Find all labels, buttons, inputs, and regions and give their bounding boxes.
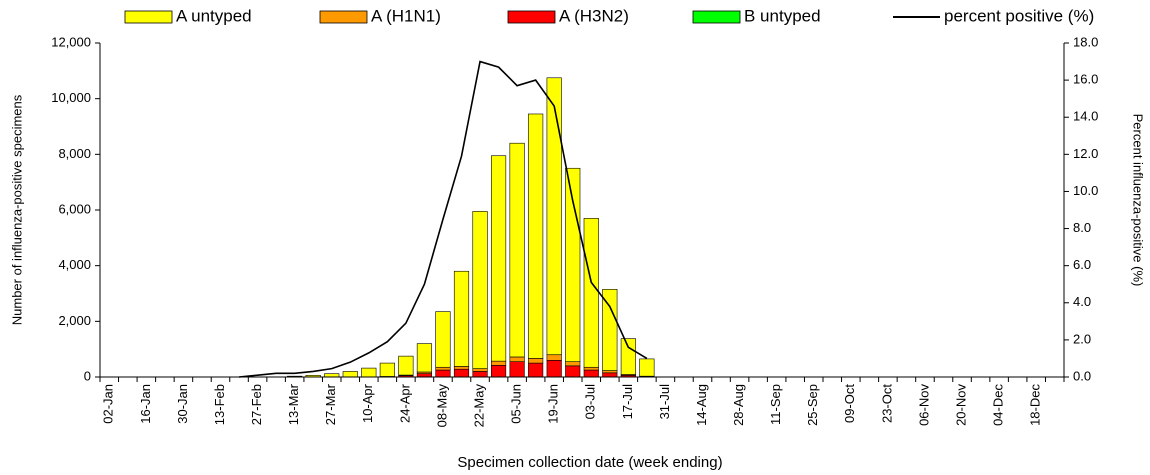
x-tick-label: 03-Jul [583,384,598,420]
bar-segment [453,366,470,370]
x-tick-label: 22-May [471,384,486,428]
bar-segment [435,366,451,371]
x-tick-label: 09-Oct [842,384,857,423]
y2-tick-label: 12.0 [1073,146,1098,161]
x-tick-label: 31-Jul [657,384,672,420]
line-series [238,60,648,378]
x-tick-label: 19-Jun [546,384,561,424]
x-tick-label: 10-Apr [360,383,375,423]
x-tick-label: 27-Feb [249,384,264,425]
bar-segment [546,354,562,361]
legend-swatch [507,10,556,24]
bar-segment [416,343,432,373]
x-tick-label: 13-Mar [286,383,301,425]
bar-segment [453,368,470,378]
y2-axis-title: Percent influenza-positive (%) [1131,114,1146,287]
y2-tick-label: 18.0 [1073,34,1098,49]
bar-segment [528,362,544,378]
x-tick-label: 06-Nov [916,384,931,426]
x-tick-label: 23-Oct [879,384,894,423]
bar-segment [416,373,432,378]
x-tick-label: 11-Sep [768,384,783,425]
bar-segment [398,355,414,376]
bar-segment [583,218,599,368]
bar-segment [361,367,377,378]
x-tick-label: 30-Jan [175,384,190,424]
y-tick-label: 0 [84,368,91,383]
bar-segment [435,369,451,378]
bar-segment [639,358,655,377]
bar-segment [583,369,599,378]
bar-segment [509,142,525,358]
legend-label: percent positive (%) [944,6,1094,25]
bar-segment [602,372,618,378]
x-tick-label: 05-Jun [509,384,524,424]
legend-label: A (H3N2) [559,6,629,25]
legend-label: A (H1N1) [371,6,441,25]
x-tick-label: 04-Dec [991,384,1006,426]
bar-segment [546,77,562,356]
bar-segment [528,358,544,364]
y-axis-title: Number of influenza-positive specimens [9,94,24,325]
x-tick-label: 08-May [434,384,449,428]
x-tick-label: 25-Sep [805,384,820,426]
bar-segment [342,371,358,378]
bar-segment [472,368,488,372]
x-tick-label: 28-Aug [731,384,746,426]
bar-segment [491,155,507,362]
bar-segment [491,360,507,366]
bar-segment [509,356,525,362]
bar-segment [324,373,340,378]
legend-label: B untyped [744,6,821,25]
x-tick-label: 27-Mar [323,383,338,425]
x-tick-label: 13-Feb [212,384,227,425]
y2-tick-label: 2.0 [1073,331,1091,346]
x-tick-label: 14-Aug [694,384,709,426]
x-axis-title: Specimen collection date (week ending) [457,454,722,471]
x-tick-label: 18-Dec [1028,384,1043,426]
legend-swatch [124,10,173,24]
bar-segment [491,365,507,378]
bar-segment [546,359,562,378]
bar-segment [602,289,618,371]
y-tick-label: 4,000 [58,257,91,272]
legend-swatch [692,10,741,24]
bar-segment [602,370,618,374]
y-tick-label: 2,000 [58,313,91,328]
bar-segment [528,113,544,359]
bar-segment [583,366,599,371]
bar-segment [565,365,581,378]
bar-segment [620,338,636,375]
y2-tick-label: 10.0 [1073,183,1098,198]
y-tick-label: 10,000 [51,90,91,105]
bar-segment [565,361,581,367]
bar-segment [453,270,470,367]
x-tick-label: 24-Apr [397,383,412,423]
y2-tick-label: 4.0 [1073,294,1091,309]
y2-tick-label: 16.0 [1073,72,1098,87]
y2-tick-label: 8.0 [1073,220,1091,235]
y2-tick-label: 0.0 [1073,368,1091,383]
bar-segment [379,362,395,377]
y2-tick-label: 14.0 [1073,109,1098,124]
y-tick-label: 8,000 [58,146,91,161]
x-tick-label: 17-Jul [620,384,635,420]
y-tick-label: 12,000 [51,34,91,49]
x-tick-label: 20-Nov [953,384,968,426]
bar-segment [435,311,451,368]
bar-segment [509,361,525,378]
y-tick-label: 6,000 [58,201,91,216]
bar-segment [472,371,488,378]
x-tick-label: 16-Jan [138,384,153,424]
legend-label: A untyped [176,6,252,25]
bar-segment [472,211,488,369]
legend-swatch [319,10,368,24]
x-tick-label: 02-Jan [101,384,116,424]
y2-tick-label: 6.0 [1073,257,1091,272]
